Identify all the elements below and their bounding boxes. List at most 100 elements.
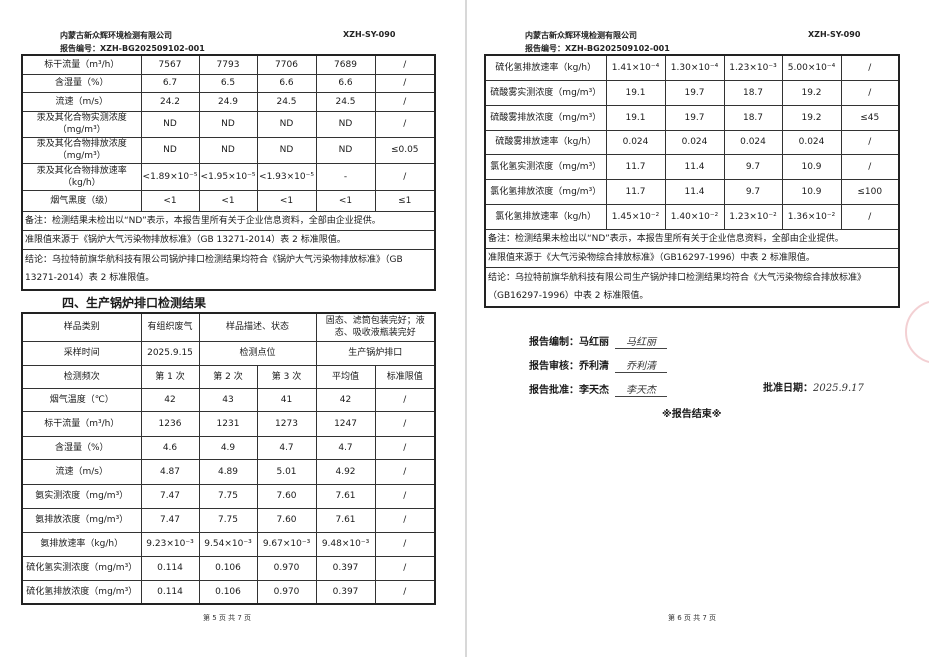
- table-cell: /: [840, 54, 900, 81]
- table-row: 硫酸雾实测浓度（mg/m³） 19.1 19.7 18.7 19.2/: [484, 79, 900, 106]
- table-cell: /: [840, 129, 900, 155]
- doc-code: XZH-SY-090: [343, 30, 396, 39]
- table-row: 备注：检测结果未检出以“ND”表示，本报告里所有关于企业信息资料，全部由企业提供…: [21, 210, 436, 231]
- table-cell: 6.6: [315, 73, 376, 93]
- table-cell: 1.41×10⁻⁴: [605, 54, 666, 81]
- table-cell: 7793: [198, 54, 258, 75]
- conclusion-text: 结论：乌拉特前旗华航科技有限公司锅炉排口检测结果均符合《锅炉大气污染物排放标准》…: [21, 248, 436, 291]
- table-cell: <1.93×10⁻⁵: [256, 162, 317, 191]
- column-header: 平均值: [315, 364, 376, 389]
- row-label: 标干流量（m³/h）: [21, 54, 142, 75]
- table-cell: 1.23×10⁻³: [723, 54, 783, 81]
- table-cell: 9.48×10⁻³: [315, 531, 376, 557]
- table-cell: 43: [198, 387, 258, 412]
- table-cell: 0.970: [256, 579, 317, 605]
- table-cell: /: [374, 555, 436, 581]
- table-cell: 1236: [140, 410, 200, 437]
- table-cell: 24.5: [256, 91, 317, 112]
- row-label: 硫酸雾实测浓度（mg/m³）: [484, 79, 607, 106]
- table-row: 硫化氢排放速率（kg/h） 1.41×10⁻⁴ 1.30×10⁻⁴ 1.23×10⁻³…: [484, 54, 900, 81]
- conclusion-text: 结论：乌拉特前旗华航科技有限公司生产锅炉排口检测结果均符合《大气污染物综合排放标…: [484, 266, 900, 308]
- table-cell: 19.2: [781, 104, 842, 131]
- table-cell: 24.9: [198, 91, 258, 112]
- results-table-continued: 标干流量（m³/h） 7567 7793 7706 7689/含湿量（%） 6.7 6.5 6…: [21, 54, 436, 291]
- row-label: 硫酸雾排放速率（kg/h）: [484, 129, 607, 155]
- table-cell: ND: [140, 136, 200, 164]
- table-cell: 7567: [140, 54, 200, 75]
- table-cell: 6.6: [256, 73, 317, 93]
- table-cell: 4.92: [315, 458, 376, 485]
- table-cell: /: [374, 458, 436, 485]
- table-row: 含湿量（%） 6.7 6.5 6.6 6.6/: [21, 73, 436, 93]
- table-cell: 0.106: [198, 555, 258, 581]
- table-row: 硫化氢实测浓度（mg/m³） 0.114 0.106 0.970 0.397/: [21, 555, 436, 581]
- table-cell: ND: [256, 110, 317, 138]
- row-label: 烟气黑度（级）: [21, 189, 142, 212]
- column-header: 检测频次: [21, 364, 142, 389]
- table-cell: 11.4: [664, 178, 725, 205]
- table-cell: 7.61: [315, 507, 376, 533]
- table-cell: /: [374, 579, 436, 605]
- table-cell: 42: [315, 387, 376, 412]
- table-cell: <1.95×10⁻⁵: [198, 162, 258, 191]
- table-cell: ≤100: [840, 178, 900, 205]
- row-label: 氨实测浓度（mg/m³）: [21, 483, 142, 509]
- table-row: 汞及其化合物排放浓度（mg/m³） ND ND ND ND ≤0.05: [21, 136, 436, 164]
- table-cell: 固态、滤筒包装完好；液态、吸收液瓶装完好: [315, 312, 436, 342]
- table-row: 硫酸雾排放浓度（mg/m³） 19.1 19.7 18.7 19.2 ≤45: [484, 104, 900, 131]
- table-cell: 2025.9.15: [140, 340, 200, 366]
- table-row: 氯化氢实测浓度（mg/m³） 11.7 11.4 9.7 10.9/: [484, 153, 900, 180]
- note-text: 备注：检测结果未检出以“ND”表示，本报告里所有关于企业信息资料，全部由企业提供…: [484, 228, 900, 249]
- table-row: 准限值来源于《锅炉大气污染物排放标准》（GB 13271-2014）表 2 标准…: [21, 229, 436, 250]
- table-row: 备注：检测结果未检出以“ND”表示，本报告里所有关于企业信息资料，全部由企业提供…: [484, 228, 900, 249]
- row-label: 硫化氢排放浓度（mg/m³）: [21, 579, 142, 605]
- table-cell: 10.9: [781, 178, 842, 205]
- table-cell: /: [374, 387, 436, 412]
- table-cell: /: [374, 162, 436, 191]
- reviewed-by: 报告审核：乔利清 乔利清: [529, 357, 667, 373]
- table-row: 氨排放浓度（mg/m³） 7.47 7.75 7.60 7.61/: [21, 507, 436, 533]
- section-title: 四、生产锅炉排口检测结果: [62, 296, 207, 310]
- reviewed-label: 报告审核：乔利清: [529, 361, 609, 372]
- table-row: 采样时间 2025.9.15 检测点位 生产锅炉排口: [21, 340, 436, 366]
- table-cell: 1.40×10⁻²: [664, 203, 725, 230]
- table-cell: 4.7: [256, 435, 317, 460]
- table-cell: 5.01: [256, 458, 317, 485]
- table-cell: /: [840, 203, 900, 230]
- table-row: 流速（m/s） 4.87 4.89 5.01 4.92/: [21, 458, 436, 485]
- table-cell: 1.36×10⁻²: [781, 203, 842, 230]
- table-cell: 0.970: [256, 555, 317, 581]
- table-cell: 7706: [256, 54, 317, 75]
- compiled-signature: 马红丽: [615, 333, 667, 349]
- table-cell: 7.75: [198, 507, 258, 533]
- row-label: 含湿量（%）: [21, 435, 142, 460]
- report-number: 报告编号：XZH-BG202509102-001: [60, 44, 205, 53]
- table-cell: ND: [315, 136, 376, 164]
- table-cell: 7.47: [140, 483, 200, 509]
- table-cell: 1.45×10⁻²: [605, 203, 666, 230]
- table-cell: 9.67×10⁻³: [256, 531, 317, 557]
- approved-label: 报告批准：李天杰: [529, 385, 609, 396]
- table-row: 样品类别 有组织废气 样品描述、状态 固态、滤筒包装完好；液态、吸收液瓶装完好: [21, 312, 436, 342]
- row-label: 氨排放速率（kg/h）: [21, 531, 142, 557]
- company-name: 内蒙古新众辉环境检测有限公司: [60, 31, 172, 40]
- table-cell: 19.1: [605, 104, 666, 131]
- table-cell: 11.4: [664, 153, 725, 180]
- table-cell: 18.7: [723, 79, 783, 106]
- note-text: 备注：检测结果未检出以“ND”表示，本报告里所有关于企业信息资料，全部由企业提供…: [21, 210, 436, 231]
- table-cell: 19.1: [605, 79, 666, 106]
- table-cell: 1273: [256, 410, 317, 437]
- report-number: 报告编号：XZH-BG202509102-001: [525, 44, 670, 53]
- table-cell: 0.106: [198, 579, 258, 605]
- table-cell: 4.6: [140, 435, 200, 460]
- table-cell: /: [374, 483, 436, 509]
- row-label: 硫化氢实测浓度（mg/m³）: [21, 555, 142, 581]
- table-row: 标干流量（m³/h） 7567 7793 7706 7689/: [21, 54, 436, 75]
- table-row: 硫酸雾排放速率（kg/h） 0.024 0.024 0.024 0.024/: [484, 129, 900, 155]
- table-cell: 42: [140, 387, 200, 412]
- table-cell: 11.7: [605, 153, 666, 180]
- table-cell: 有组织废气: [140, 312, 200, 342]
- table-cell: 6.7: [140, 73, 200, 93]
- row-label: 流速（m/s）: [21, 458, 142, 485]
- table-cell: 0.024: [781, 129, 842, 155]
